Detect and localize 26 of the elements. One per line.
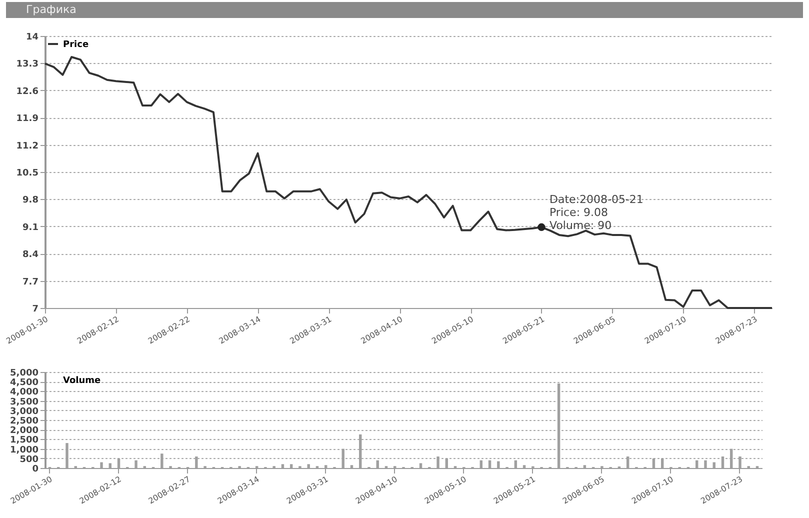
y-tick-label: 13.3: [16, 60, 38, 70]
y-tick-label: 9.1: [22, 222, 38, 233]
y-tick-label: 3,000: [10, 406, 38, 417]
text: Volume: [63, 376, 101, 386]
y-tick-label: 4,000: [10, 388, 38, 398]
y-tick-label: 10.5: [16, 168, 38, 178]
y-tick-label: 1,000: [10, 445, 38, 456]
y-tick-label: 11.9: [16, 114, 38, 124]
chart-title: Графика: [6, 2, 803, 18]
y-tick-label: 5,000: [10, 368, 38, 378]
y-tick-label: 2,000: [10, 426, 38, 436]
legend-label: Price: [63, 40, 89, 50]
y-tick-label: 12.6: [16, 86, 38, 97]
y-tick-label: 7: [32, 304, 38, 314]
y-tick-label: 11.2: [16, 141, 38, 152]
y-tick-label: 9.8: [22, 196, 38, 206]
y-tick-label: 7.7: [22, 277, 38, 288]
y-tick-label: 0: [32, 464, 38, 474]
y-tick-label: 1,500: [10, 436, 38, 446]
y-tick-label: 4,500: [10, 378, 38, 388]
y-tick-label: 14: [26, 32, 38, 42]
y-tick-label: 2,500: [10, 416, 38, 426]
y-tick-label: 3,500: [10, 397, 38, 408]
y-tick-label: 8.4: [22, 250, 38, 260]
annotation: Date:2008-05-21 Price: 9.08 Volume: 90: [549, 193, 644, 232]
y-tick-label: 500: [20, 454, 38, 465]
